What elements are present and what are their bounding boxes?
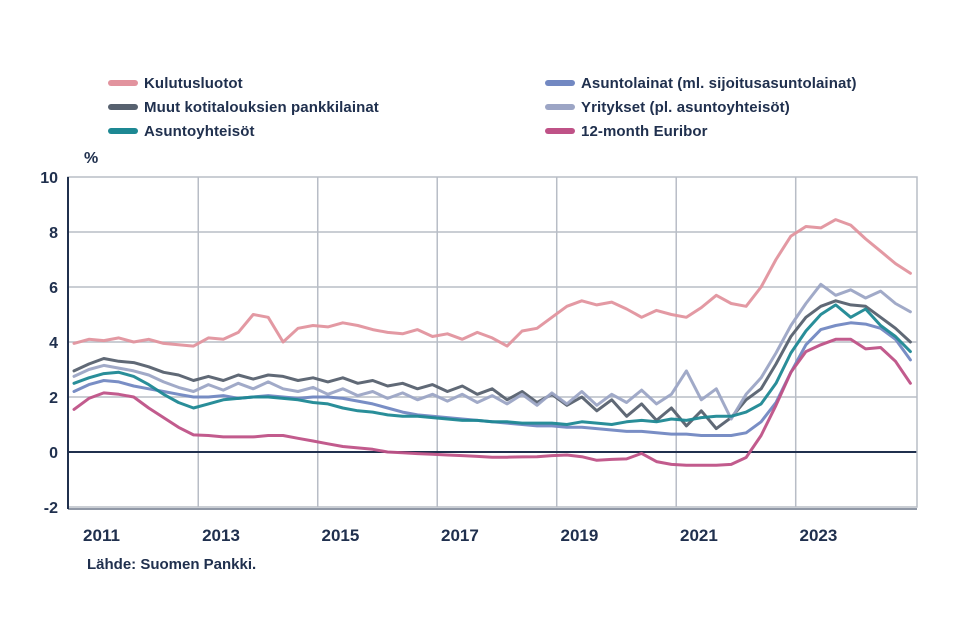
x-axis-label: 2019 [560,526,598,545]
legend-label: 12-month Euribor [581,122,708,140]
x-axis-label: 2021 [680,526,718,545]
legend-label: Asuntoyhteisöt [144,122,255,140]
x-axis-label: 2011 [83,526,120,545]
series-line-euribor-12kk [72,337,912,467]
legend-item-asuntolainat: Asuntolainat (ml. sijoitusasuntolainat) [545,71,857,95]
legend-item-yritykset: Yritykset (pl. asuntoyhteisöt) [545,95,857,119]
y-axis-label: 0 [49,445,58,462]
legend-item-euribor-12kk: 12-month Euribor [545,119,857,143]
series-line-kulutusluotot [72,218,912,348]
legend-label: Asuntolainat (ml. sijoitusasuntolainat) [581,74,857,92]
source-attribution: Lähde: Suomen Pankki. [87,556,257,573]
legend-item-asuntoyhteisot: Asuntoyhteisöt [108,119,379,143]
x-axis-label: 2023 [799,526,837,545]
y-axis-unit-label: % [84,150,99,167]
series-line-yritykset [72,282,912,421]
y-axis-label: 10 [40,170,58,187]
legend-label: Yritykset (pl. asuntoyhteisöt) [581,98,790,116]
legend-marker-kulutusluotot [108,80,138,86]
legend-label: Kulutusluotot [144,74,243,92]
legend-item-muut-kotitalouksien-pankkilainat: Muut kotitalouksien pankkilainat [108,95,379,119]
x-axis-label: 2013 [202,526,240,545]
y-axis-label: -2 [44,500,58,517]
y-axis-label: 6 [49,280,58,297]
legend-marker-yritykset [545,104,575,110]
legend-marker-asuntoyhteisot [108,128,138,134]
legend-item-kulutusluotot: Kulutusluotot [108,71,379,95]
legend-column-left: Kulutusluotot Muut kotitalouksien pankkil… [108,71,379,143]
legend-marker-muut-kotitalouksien-pankkilainat [108,104,138,110]
series-line-muut-kotitalouksien-pankkilainat [72,299,912,431]
x-axis-label: 2015 [321,526,359,545]
legend-label: Muut kotitalouksien pankkilainat [144,98,379,116]
legend-marker-euribor-12kk [545,128,575,134]
y-axis-label: 8 [49,225,58,242]
x-axis-label: 2017 [441,526,479,545]
legend-column-right: Asuntolainat (ml. sijoitusasuntolainat) Y… [545,71,857,143]
legend-marker-asuntolainat [545,80,575,86]
series-line-asuntoyhteisot [72,303,912,426]
y-axis-label: 4 [49,335,58,352]
y-axis-label: 2 [49,390,58,407]
